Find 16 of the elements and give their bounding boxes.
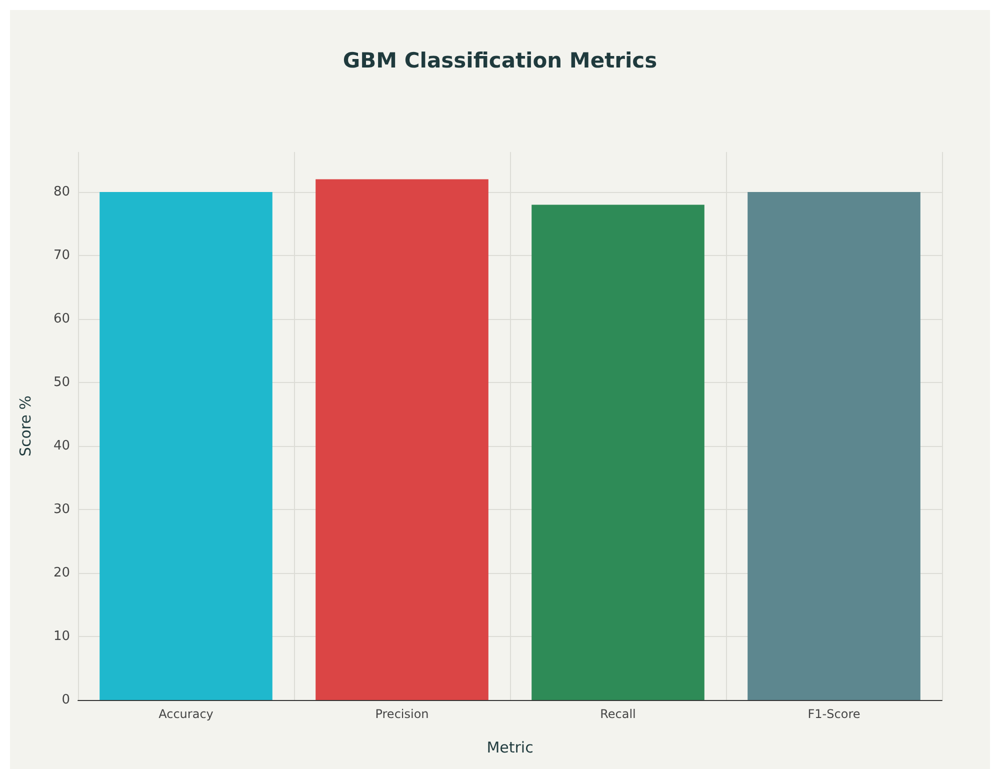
y-tick-label: 40 xyxy=(53,438,70,454)
y-tick-label: 0 xyxy=(62,692,70,708)
y-tick-label: 20 xyxy=(53,566,70,580)
y-tick-label: 30 xyxy=(53,502,70,517)
chart-title: GBM Classification Metrics xyxy=(342,48,658,72)
y-axis-title: Score % xyxy=(16,395,34,457)
y-tick-label: 60 xyxy=(53,312,70,327)
x-tick-label: Precision xyxy=(375,707,429,721)
x-tick-label: Accuracy xyxy=(158,707,214,721)
y-tick-label: 70 xyxy=(53,248,70,264)
x-tick-label: F1-Score xyxy=(808,707,860,721)
x-axis-title: Metric xyxy=(486,738,534,756)
y-tick-label: 50 xyxy=(53,375,70,390)
y-tick-label: 80 xyxy=(53,184,70,200)
y-tick-label: 10 xyxy=(53,629,70,644)
x-tick-label: Recall xyxy=(600,707,636,721)
